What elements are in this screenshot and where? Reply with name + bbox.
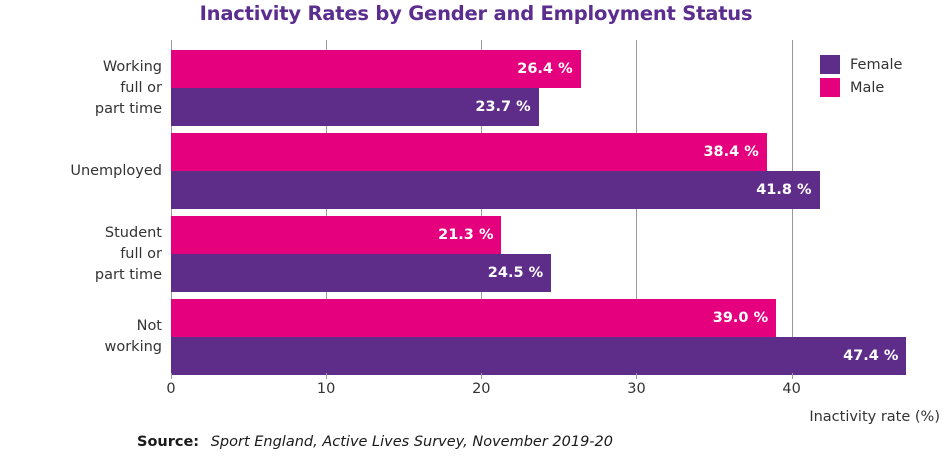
y-axis-label-line: full or xyxy=(120,79,162,96)
x-tick-label: 30 xyxy=(627,381,646,397)
source-text: Sport England, Active Lives Survey, Nove… xyxy=(210,434,613,450)
bar-male[interactable]: 39.0 % xyxy=(171,299,777,337)
bar-value-label: 21.3 % xyxy=(438,227,494,243)
legend-item-male[interactable]: Male xyxy=(820,77,902,98)
bar-male[interactable]: 38.4 % xyxy=(171,133,767,171)
source-footer: Source: Sport England, Active Lives Surv… xyxy=(137,434,613,450)
bar-female[interactable]: 23.7 % xyxy=(171,88,539,126)
chart-title: Inactivity Rates by Gender and Employmen… xyxy=(199,2,753,25)
y-axis-label-0: Working full or part time xyxy=(12,57,162,120)
legend-swatch-icon xyxy=(820,78,840,97)
x-tick-label: 20 xyxy=(472,381,491,397)
y-axis-label-line: part time xyxy=(94,100,162,117)
bar-value-label: 39.0 % xyxy=(712,310,769,326)
bar-female[interactable]: 24.5 % xyxy=(171,254,552,292)
x-tick-10 xyxy=(326,373,328,379)
bar-group: 21.3 % 24.5 % xyxy=(171,216,908,292)
y-axis-label-line: working xyxy=(104,339,162,355)
bar-value-label: 23.7 % xyxy=(475,99,531,115)
bar-male[interactable]: 26.4 % xyxy=(171,50,581,88)
y-axis-label-line: Working xyxy=(102,58,162,75)
y-axis-label-2: Student full or part time xyxy=(12,223,162,286)
y-axis-label-1: Unemployed xyxy=(12,161,162,182)
y-axis-label-line: part time xyxy=(94,266,162,283)
x-tick-0 xyxy=(171,373,172,379)
bar-value-label: 24.5 % xyxy=(487,265,544,281)
y-axis-label-line: full or xyxy=(120,245,162,262)
y-axis-label-line: Unemployed xyxy=(70,162,162,179)
bar-value-label: 41.8 % xyxy=(756,182,812,198)
x-tick-label: 10 xyxy=(316,381,336,397)
chart-legend: Female Male xyxy=(820,54,902,100)
legend-swatch-icon xyxy=(820,55,840,74)
x-tick-label: 40 xyxy=(782,381,801,397)
x-tick-label: 0 xyxy=(166,381,176,397)
source-label: Source: xyxy=(137,434,200,450)
bar-value-label: 26.4 % xyxy=(517,61,573,77)
legend-label: Female xyxy=(850,56,903,73)
bar-male[interactable]: 21.3 % xyxy=(171,216,502,254)
legend-item-female[interactable]: Female xyxy=(820,54,902,75)
x-tick-40 xyxy=(791,373,793,379)
y-axis-category-labels: Working full or part time Unemployed Student… xyxy=(10,40,162,373)
x-axis-title: Inactivity rate (%) xyxy=(809,409,940,425)
bar-value-label: 47.4 % xyxy=(843,348,899,364)
y-axis-label-line: Not xyxy=(136,318,162,334)
bar-female[interactable]: 47.4 % xyxy=(171,337,907,375)
bar-group: 38.4 % 41.8 % xyxy=(171,133,908,209)
y-axis-label-line: Student xyxy=(104,224,162,241)
x-tick-20 xyxy=(481,373,483,379)
bar-group: 26.4 % 23.7 % xyxy=(171,50,908,126)
bar-female[interactable]: 41.8 % xyxy=(171,171,820,209)
legend-label: Male xyxy=(850,79,885,96)
bar-value-label: 38.4 % xyxy=(703,144,759,160)
x-tick-30 xyxy=(636,373,638,379)
y-axis-label-3: Not working xyxy=(12,316,162,358)
bar-group: 39.0 % 47.4 % xyxy=(171,299,908,375)
plot-area: 26.4 % 23.7 % 38.4 % 41.8 % 21.3 % 24.5 % 39.0… xyxy=(166,40,908,397)
plot-frame: 26.4 % 23.7 % 38.4 % 41.8 % 21.3 % 24.5 % 39.0… xyxy=(171,40,908,375)
